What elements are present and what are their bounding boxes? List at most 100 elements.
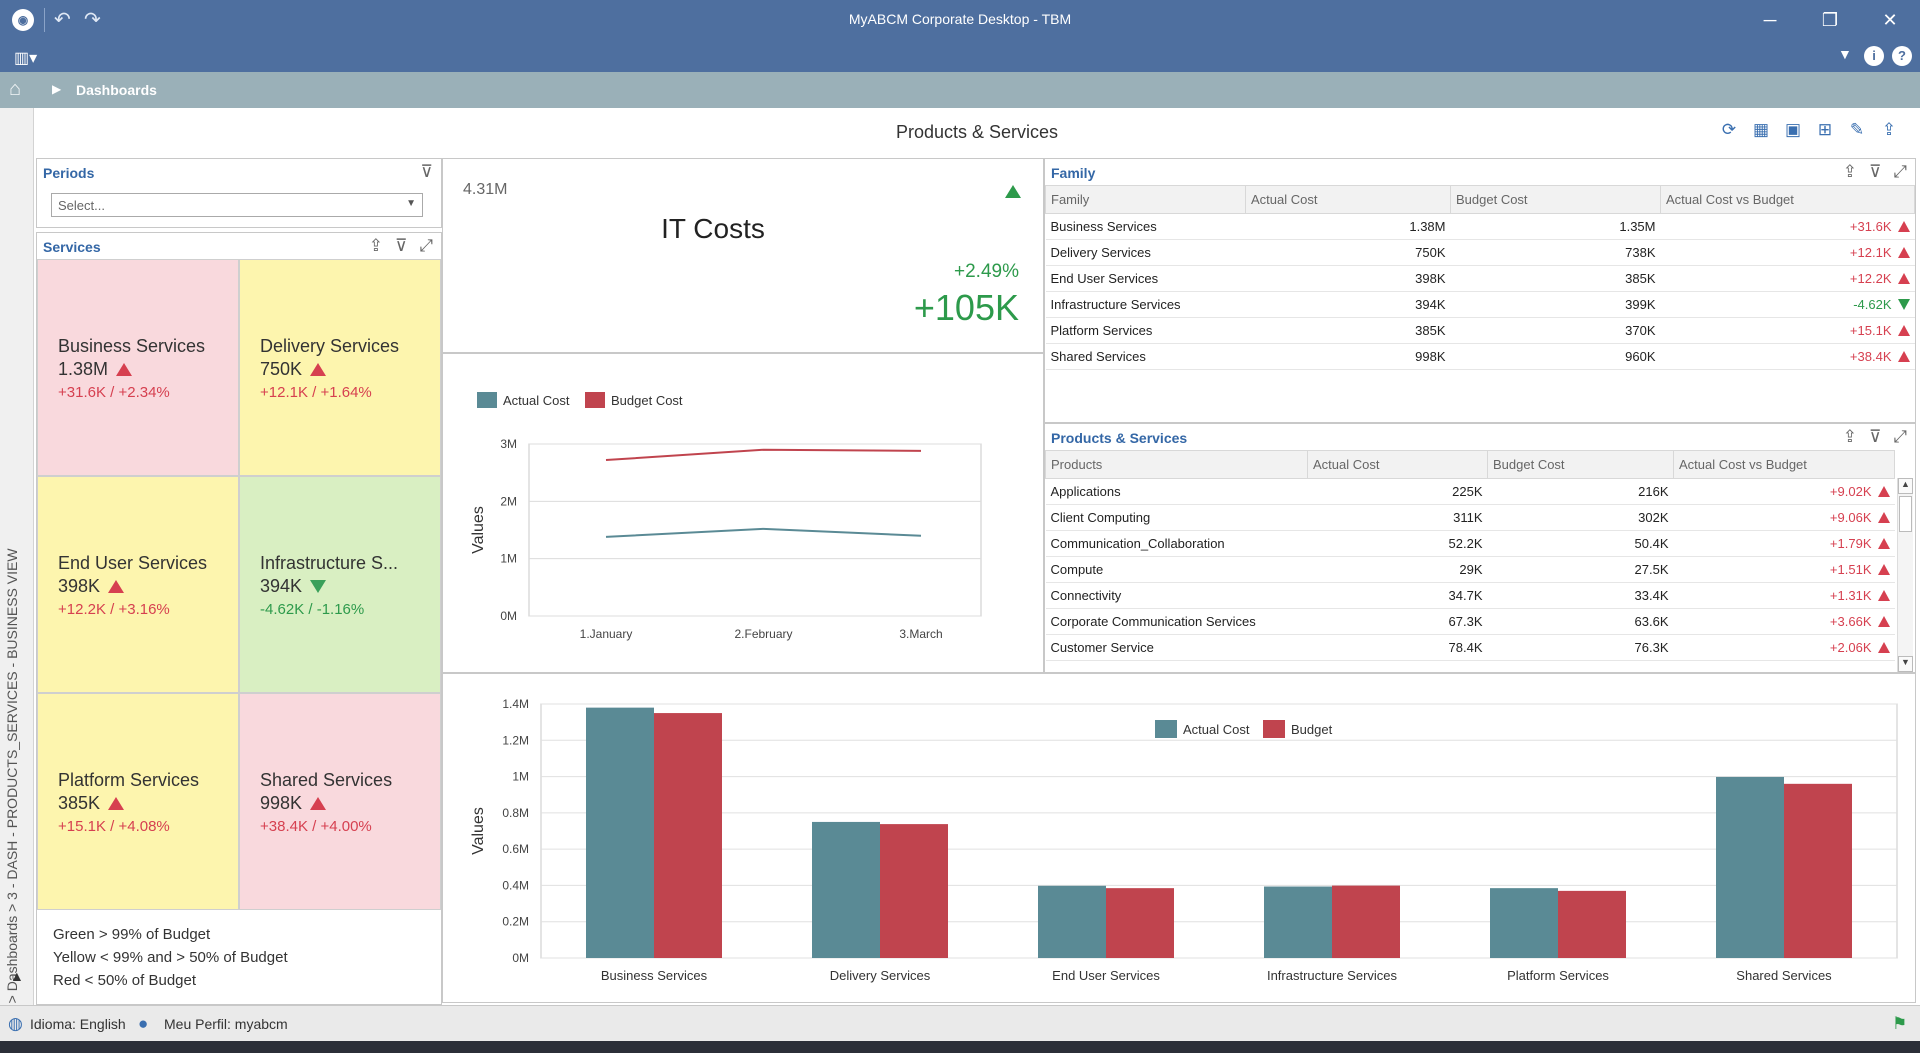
bar[interactable]: [586, 707, 654, 958]
bar[interactable]: [1490, 888, 1558, 958]
products-table: Products Actual Cost Budget Cost Actual …: [1045, 450, 1895, 661]
x-tick-label: Infrastructure Services: [1267, 968, 1398, 983]
service-tile[interactable]: Delivery Services 750K +12.1K / +1.64%: [239, 259, 441, 476]
products-title: Products & Services: [1051, 430, 1188, 446]
maximize-icon[interactable]: ⤢: [419, 236, 433, 255]
language-status[interactable]: Idioma: English: [30, 1016, 126, 1032]
products-scrollbar[interactable]: ▲ ▼: [1897, 478, 1913, 672]
maximize-icon[interactable]: ⤢: [1893, 427, 1907, 446]
bar[interactable]: [1264, 886, 1332, 958]
minimize-button[interactable]: ─: [1763, 10, 1777, 30]
cell-actual: 78.4K: [1307, 634, 1488, 661]
export-icon[interactable]: ⇪: [1842, 162, 1857, 181]
service-tile[interactable]: Platform Services 385K +15.1K / +4.08%: [37, 693, 239, 910]
col-actual-cost[interactable]: Actual Cost: [1245, 185, 1451, 214]
bar[interactable]: [1038, 885, 1106, 958]
line-chart: 0M 1M 2M 3M 1.January 2.February 3.March Values…: [470, 392, 982, 641]
grid-icon[interactable]: ▦: [1752, 120, 1770, 139]
dropdown-caret-icon[interactable]: ▼: [406, 198, 416, 209]
table-row[interactable]: Compute 29K 27.5K +1.51K: [1045, 556, 1895, 583]
legend-label: Budget Cost: [611, 393, 683, 408]
bar[interactable]: [654, 713, 722, 958]
bar[interactable]: [1784, 783, 1852, 958]
up-arrow-icon: [116, 363, 133, 376]
clear-filter-icon[interactable]: ⊽: [420, 162, 433, 181]
bar[interactable]: [1558, 890, 1626, 958]
bar[interactable]: [1716, 776, 1784, 958]
restore-button[interactable]: ❐: [1821, 10, 1839, 30]
cell-name: Infrastructure Services: [1045, 291, 1246, 318]
undo-icon[interactable]: ↶: [54, 9, 71, 31]
col-budget-cost[interactable]: Budget Cost: [1450, 185, 1661, 214]
clear-filter-icon[interactable]: ⊽: [394, 236, 408, 255]
tile-value: 750K: [260, 359, 303, 379]
service-tile[interactable]: Shared Services 998K +38.4K / +4.00%: [239, 693, 441, 910]
refresh-icon[interactable]: ⟳: [1721, 120, 1737, 139]
table-row[interactable]: Delivery Services 750K 738K +12.1K: [1045, 239, 1915, 266]
scroll-up-icon[interactable]: ▲: [1898, 478, 1913, 494]
col-budget-cost[interactable]: Budget Cost: [1487, 450, 1674, 479]
table-row[interactable]: Platform Services 385K 370K +15.1K: [1045, 317, 1915, 344]
col-actual-vs-budget[interactable]: Actual Cost vs Budget: [1660, 185, 1915, 214]
table-row[interactable]: Shared Services 998K 960K +38.4K: [1045, 343, 1915, 370]
table-row[interactable]: Infrastructure Services 394K 399K -4.62K: [1045, 291, 1915, 318]
table-row[interactable]: Client Computing 311K 302K +9.06K: [1045, 504, 1895, 531]
export-icon[interactable]: ⇪: [368, 236, 383, 255]
help-icon[interactable]: ?: [1892, 46, 1912, 66]
col-products[interactable]: Products: [1045, 450, 1308, 479]
save-as-icon[interactable]: ⊞: [1817, 120, 1833, 139]
cell-delta: +3.66K: [1829, 614, 1872, 629]
tile-value: 385K: [58, 793, 101, 813]
table-row[interactable]: Corporate Communication Services 67.3K 63.…: [1045, 608, 1895, 635]
bar[interactable]: [1106, 888, 1174, 958]
it-costs-card[interactable]: 4.31M IT Costs +2.49% +105K: [442, 158, 1044, 353]
maximize-icon[interactable]: ⤢: [1893, 162, 1907, 181]
service-tile[interactable]: Business Services 1.38M +31.6K / +2.34%: [37, 259, 239, 476]
profile-status[interactable]: Meu Perfil: myabcm: [164, 1016, 288, 1032]
redo-icon[interactable]: ↷: [84, 9, 101, 31]
legend-note: Green > 99% of Budget Yellow < 99% and >…: [37, 915, 441, 1000]
breadcrumb-arrow-icon: ▶: [52, 82, 62, 96]
x-tick-label: 3.March: [899, 627, 942, 641]
service-tile[interactable]: Infrastructure S... 394K -4.62K / -1.16%: [239, 476, 441, 693]
table-row[interactable]: Business Services 1.38M 1.35M +31.6K: [1045, 213, 1915, 240]
close-button[interactable]: ✕: [1882, 10, 1898, 30]
side-path-panel: Visões > Dashboards > 3 - DASH - PRODUCT…: [0, 108, 34, 1049]
col-actual-vs-budget[interactable]: Actual Cost vs Budget: [1673, 450, 1895, 479]
collapse-up-icon[interactable]: ▲: [10, 968, 24, 984]
breadcrumb-dashboards[interactable]: Dashboards: [76, 82, 157, 98]
cell-budget: 370K: [1450, 317, 1661, 344]
layout-menu-icon[interactable]: ▥▾: [14, 50, 38, 67]
export-icon[interactable]: ⇪: [1842, 427, 1857, 446]
cell-budget: 1.35M: [1450, 213, 1661, 240]
service-tile[interactable]: End User Services 398K +12.2K / +3.16%: [37, 476, 239, 693]
edit-icon[interactable]: ✎: [1849, 120, 1865, 139]
table-row[interactable]: Customer Service 78.4K 76.3K +2.06K: [1045, 634, 1895, 661]
save-icon[interactable]: ▣: [1784, 120, 1802, 139]
clear-filter-icon[interactable]: ⊽: [1868, 427, 1882, 446]
col-family[interactable]: Family: [1045, 185, 1246, 214]
col-actual-cost[interactable]: Actual Cost: [1307, 450, 1488, 479]
clear-filter-icon[interactable]: ⊽: [1868, 162, 1882, 181]
home-icon[interactable]: ⌂: [9, 78, 22, 100]
info-icon[interactable]: i: [1864, 46, 1884, 66]
scroll-down-icon[interactable]: ▼: [1898, 656, 1913, 672]
periods-title: Periods: [43, 165, 95, 181]
bar[interactable]: [880, 824, 948, 958]
family-title: Family: [1051, 165, 1096, 181]
table-row[interactable]: Connectivity 34.7K 33.4K +1.31K: [1045, 582, 1895, 609]
chevron-down-icon[interactable]: ▼: [1838, 46, 1852, 62]
periods-select[interactable]: Select... ▼: [51, 193, 423, 217]
bar[interactable]: [812, 821, 880, 958]
up-arrow-icon: [1877, 564, 1890, 575]
table-row[interactable]: Applications 225K 216K +9.02K: [1045, 478, 1895, 505]
up-arrow-icon: [1877, 538, 1890, 549]
table-row[interactable]: End User Services 398K 385K +12.2K: [1045, 265, 1915, 292]
cell-actual: 385K: [1245, 317, 1451, 344]
up-arrow-icon: [1897, 325, 1910, 336]
export-icon[interactable]: ⇪: [1881, 120, 1897, 139]
table-row[interactable]: Communication_Collaboration 52.2K 50.4K +1.…: [1045, 530, 1895, 557]
bar[interactable]: [1332, 885, 1400, 958]
scroll-thumb[interactable]: [1899, 496, 1912, 532]
cell-budget: 216K: [1487, 478, 1674, 505]
